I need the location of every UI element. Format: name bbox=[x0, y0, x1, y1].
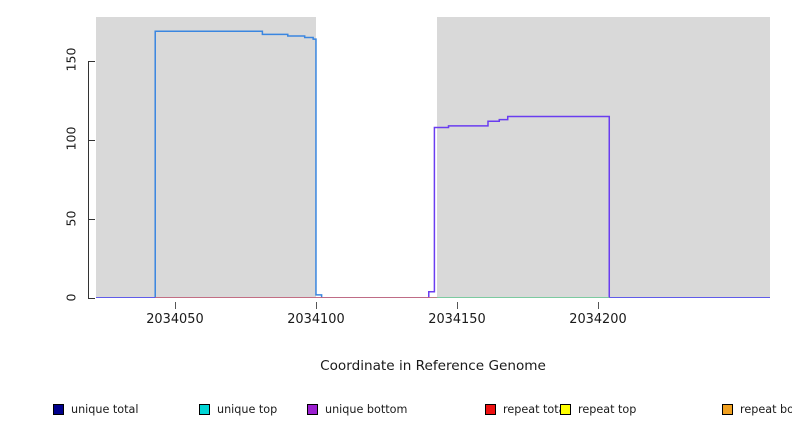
legend-item-repeat-bottom[interactable]: repeat bottom bbox=[722, 403, 792, 416]
legend-swatch-icon bbox=[485, 404, 496, 415]
y-axis-line bbox=[88, 61, 89, 298]
y-axis-tick-label: 150 bbox=[63, 47, 79, 72]
legend-label: repeat total bbox=[503, 403, 569, 416]
y-axis-tick bbox=[88, 140, 95, 142]
x-axis-tick bbox=[597, 302, 599, 309]
series-line bbox=[96, 115, 770, 298]
x-axis-tick bbox=[456, 302, 458, 309]
y-axis-tick-label: 50 bbox=[63, 210, 79, 227]
legend-item-unique-bottom[interactable]: unique bottom bbox=[307, 403, 407, 416]
y-axis-tick bbox=[88, 298, 95, 299]
x-axis-tick-label: 2034100 bbox=[287, 312, 345, 327]
legend-swatch-icon bbox=[722, 404, 733, 415]
legend-item-unique-top[interactable]: unique top bbox=[199, 403, 277, 416]
series-line bbox=[96, 30, 770, 298]
y-axis-tick-label: 100 bbox=[63, 126, 79, 151]
x-axis-tick bbox=[315, 302, 317, 309]
legend-swatch-icon bbox=[307, 404, 318, 415]
legend-swatch-icon bbox=[560, 404, 571, 415]
x-axis-tick-label: 2034150 bbox=[428, 312, 486, 327]
shaded-region bbox=[96, 17, 316, 298]
series-group bbox=[96, 30, 770, 298]
y-axis-tick-label: 0 bbox=[63, 293, 79, 302]
x-axis-title: Coordinate in Reference Genome bbox=[320, 358, 546, 374]
y-axis-tick bbox=[88, 219, 95, 221]
legend-label: repeat top bbox=[578, 403, 637, 416]
legend-label: repeat bottom bbox=[740, 403, 792, 416]
y-axis-tick bbox=[88, 61, 95, 63]
legend-label: unique bottom bbox=[325, 403, 408, 416]
x-axis-tick bbox=[174, 302, 176, 309]
legend-swatch-icon bbox=[199, 404, 210, 415]
plot-area bbox=[96, 17, 770, 298]
legend-item-unique-total[interactable]: unique total bbox=[53, 403, 139, 416]
legend-swatch-icon bbox=[53, 404, 64, 415]
legend-label: unique top bbox=[217, 403, 278, 416]
x-axis-tick-label: 2034200 bbox=[569, 312, 627, 327]
shaded-region bbox=[437, 17, 770, 298]
legend-item-repeat-total[interactable]: repeat total bbox=[485, 403, 569, 416]
chart-legend: unique total unique top unique bottom repea… bbox=[0, 398, 792, 420]
x-axis-tick-label: 2034050 bbox=[146, 312, 204, 327]
legend-label: unique total bbox=[71, 403, 139, 416]
legend-item-repeat-top[interactable]: repeat top bbox=[560, 403, 636, 416]
